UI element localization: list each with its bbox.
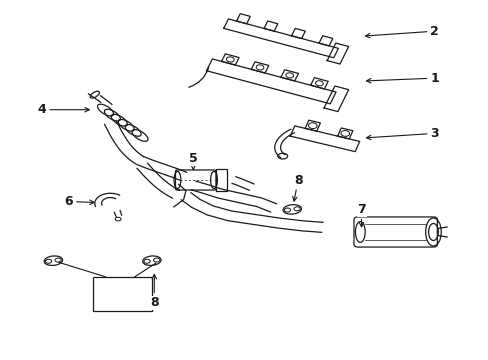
Text: 2: 2 [365,25,438,38]
Text: 6: 6 [64,195,94,208]
Text: 7: 7 [356,203,365,227]
Text: 5: 5 [188,152,197,170]
Text: 4: 4 [38,103,89,116]
Text: 3: 3 [366,127,438,140]
Text: 8: 8 [150,274,158,309]
Text: 1: 1 [366,72,438,85]
Bar [93,277,152,311]
Text: 8: 8 [292,174,302,201]
